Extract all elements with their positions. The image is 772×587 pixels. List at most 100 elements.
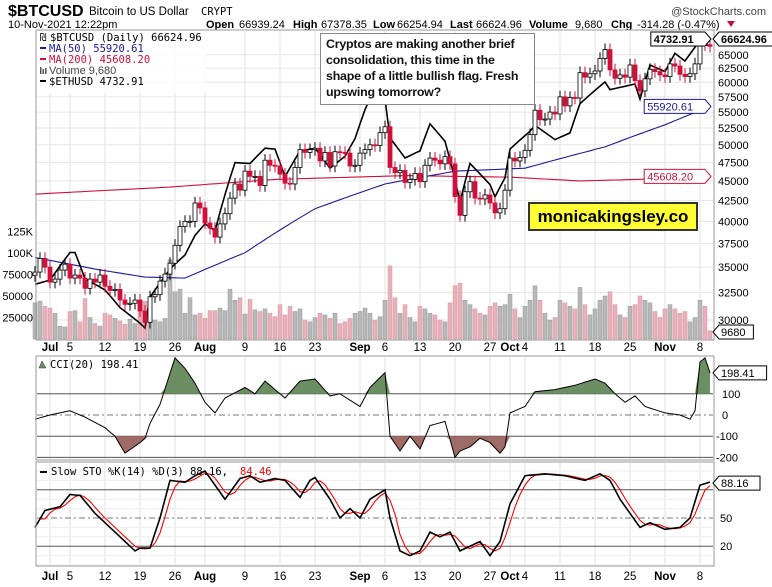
volume-bar: [327, 318, 333, 340]
candle-body: [122, 299, 128, 305]
price-tick-label: 62500: [718, 63, 749, 75]
candle-body: [247, 170, 253, 177]
last-label: Last: [450, 19, 473, 31]
candle-body: [187, 220, 193, 223]
volume-bar: [72, 310, 78, 340]
candle-body: [272, 164, 278, 167]
volume-bar: [37, 300, 43, 340]
candle-body: [252, 175, 258, 178]
low-label: Low: [373, 19, 395, 31]
candle-body: [32, 271, 38, 276]
x-tick-label: 4: [522, 342, 529, 354]
volume-bar: [462, 300, 468, 340]
chart-datetime: 10-Nov-2021 12:22pm: [8, 19, 117, 31]
volume-bar: [587, 314, 593, 340]
x-tick-label: 12: [99, 571, 112, 583]
x-tick-label: 27: [484, 342, 497, 354]
value-tags: 4732.91 66624.96 55920.61 45608.20 9680 198.4…: [643, 31, 772, 491]
candle-body: [682, 73, 688, 77]
candle-body: [237, 183, 243, 191]
candle-body: [282, 173, 288, 184]
x-tick-label: 19: [134, 342, 147, 354]
volume-bar: [122, 324, 128, 340]
candle-body: [172, 244, 178, 264]
volume-bar: [112, 318, 118, 340]
volume-bar: [92, 323, 98, 340]
candle-body: [52, 278, 58, 283]
x-tick-label: 23: [309, 342, 322, 354]
candle-body: [262, 159, 268, 186]
candle-body: [367, 144, 373, 151]
x-tick-label: Nov: [654, 342, 676, 354]
volume-bar: [432, 314, 438, 340]
volume-bar: [132, 323, 138, 340]
volume-tick-label: 25000: [2, 313, 33, 325]
volume-bar: [242, 313, 248, 340]
candle-body: [347, 152, 353, 167]
candle-body: [147, 296, 153, 323]
cci-legend: CCI(20) 198.41: [38, 359, 139, 371]
volume-bar: [537, 300, 543, 340]
sto-legend: Slow STO %K(14) %D(3) 88.16, 84.46: [40, 466, 272, 478]
volume-bar: [62, 326, 68, 340]
candle-body: [307, 149, 313, 153]
volume-bar: [77, 321, 83, 340]
candle-body: [177, 226, 183, 246]
candle-body: [327, 152, 333, 167]
volume-bar: [507, 294, 513, 340]
x-tick-label: 5: [67, 342, 73, 354]
x-tick-label: 13: [414, 342, 427, 354]
candle-body: [537, 109, 543, 121]
candle-body: [427, 157, 433, 166]
candle-body: [57, 269, 63, 280]
cci-tick-label: 0: [722, 410, 728, 422]
candle-body: [447, 156, 453, 165]
volume-bar: [297, 308, 303, 340]
candle-body: [707, 44, 713, 47]
price-panel-frame: [35, 29, 715, 341]
x-tick-label: Nov: [654, 571, 676, 583]
volume-bar: [672, 308, 678, 340]
volume-bar: [337, 323, 343, 340]
x-tick-label: Aug: [194, 342, 216, 354]
candle-body: [207, 222, 213, 229]
price-tick-label: 30000: [718, 315, 749, 327]
volume-bar: [87, 317, 93, 340]
candle-body: [72, 274, 78, 279]
volume-bar: [597, 300, 603, 340]
volume-bar: [382, 300, 388, 340]
volume-bar: [427, 312, 433, 340]
sto-value-tag-box: [712, 475, 761, 491]
volume-icon: [40, 67, 47, 74]
candle-body: [402, 170, 408, 183]
candle-body: [322, 152, 328, 162]
candle-body: [202, 207, 208, 224]
candle-body: [152, 294, 158, 298]
legend-sto: Slow STO %K(14) %D(3) 88.16,: [51, 466, 228, 478]
eth-value-tag-box: [650, 31, 712, 47]
cci-tick-label: -200: [716, 452, 738, 464]
x-tick-label: 26: [169, 571, 182, 583]
volume-bar: [517, 317, 523, 340]
sto-tick-label: 50: [720, 513, 732, 525]
volume-bar: [547, 319, 553, 340]
volume-bar: [342, 321, 348, 340]
price-tick-label: 65000: [718, 50, 749, 62]
volume-bar: [42, 306, 48, 340]
volume-bar: [437, 319, 443, 340]
volume-bar: [252, 309, 258, 340]
candle-body: [397, 170, 403, 174]
candle-body: [387, 126, 393, 168]
x-tick-label: 5: [67, 571, 73, 583]
candle-body: [582, 72, 588, 78]
candle-body: [412, 172, 418, 180]
volume-bar: [172, 291, 178, 340]
annotation-note: Cryptos are making another brief consoli…: [320, 33, 535, 105]
candle-body: [377, 132, 383, 146]
volume-bar: [527, 300, 533, 340]
candle-body: [317, 147, 323, 162]
x-tick-label: 26: [169, 342, 182, 354]
x-tick-label: 25: [624, 571, 637, 583]
candle-body: [692, 63, 698, 75]
x-tick-label: Oct: [500, 571, 519, 583]
